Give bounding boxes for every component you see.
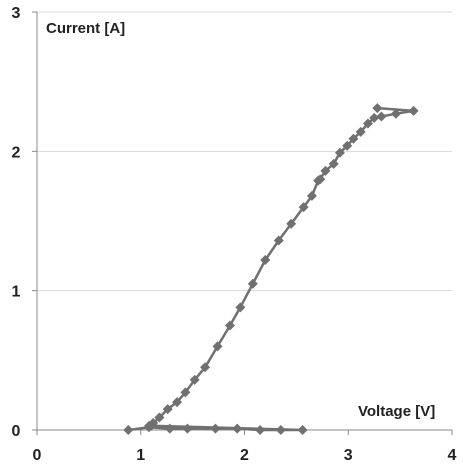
y-tick-label-3: 3 xyxy=(12,5,21,22)
data-point-16 xyxy=(189,374,200,385)
y-tick-label-2: 2 xyxy=(12,144,21,161)
data-point-17 xyxy=(200,362,211,373)
data-point-8 xyxy=(297,425,308,435)
series-markers xyxy=(123,103,419,435)
data-point-25 xyxy=(298,202,309,213)
data-point-26 xyxy=(306,190,317,201)
y-axis-label: Current [A] xyxy=(46,20,125,37)
y-tick-labels: 0 1 2 3 xyxy=(12,5,37,440)
data-point-34 xyxy=(355,126,366,137)
series-line xyxy=(128,106,415,432)
data-point-5 xyxy=(232,423,243,434)
data-point-19 xyxy=(224,320,235,331)
x-tick-label-4: 4 xyxy=(448,447,457,464)
data-point-18 xyxy=(212,341,223,352)
data-point-33 xyxy=(348,133,359,144)
data-point-2 xyxy=(164,423,175,434)
data-point-20 xyxy=(235,302,246,313)
data-point-40 xyxy=(372,103,383,114)
data-point-28 xyxy=(315,174,326,185)
gridlines xyxy=(37,11,452,292)
data-point-6 xyxy=(255,425,266,435)
data-point-22 xyxy=(260,255,271,266)
data-point-7 xyxy=(275,425,286,435)
data-point-15 xyxy=(180,387,191,398)
data-point-23 xyxy=(273,235,284,246)
data-point-32 xyxy=(342,140,353,151)
data-point-39 xyxy=(408,105,419,116)
data-point-37 xyxy=(376,111,387,122)
data-point-29 xyxy=(320,165,331,176)
x-axis-label: Voltage [V] xyxy=(358,403,435,420)
data-point-12 xyxy=(154,412,165,423)
data-point-30 xyxy=(328,158,339,169)
data-point-21 xyxy=(247,278,258,289)
y-tick-label-0: 0 xyxy=(12,423,21,440)
x-tick-label-1: 1 xyxy=(136,447,145,464)
data-point-31 xyxy=(334,147,345,158)
x-tick-labels: 0 1 2 3 4 xyxy=(33,430,457,464)
data-point-24 xyxy=(286,218,297,229)
data-point-38 xyxy=(390,108,401,119)
data-point-4 xyxy=(210,423,221,434)
data-point-0 xyxy=(123,425,134,435)
x-tick-label-0: 0 xyxy=(33,447,42,464)
data-point-11 xyxy=(148,418,159,429)
x-tick-label-3: 3 xyxy=(344,447,353,464)
data-point-36 xyxy=(369,112,380,123)
y-tick-label-1: 1 xyxy=(12,284,21,301)
x-tick-label-2: 2 xyxy=(240,447,249,464)
data-point-14 xyxy=(172,397,183,408)
data-point-35 xyxy=(362,118,373,129)
data-point-3 xyxy=(182,423,193,434)
data-point-13 xyxy=(162,404,173,415)
